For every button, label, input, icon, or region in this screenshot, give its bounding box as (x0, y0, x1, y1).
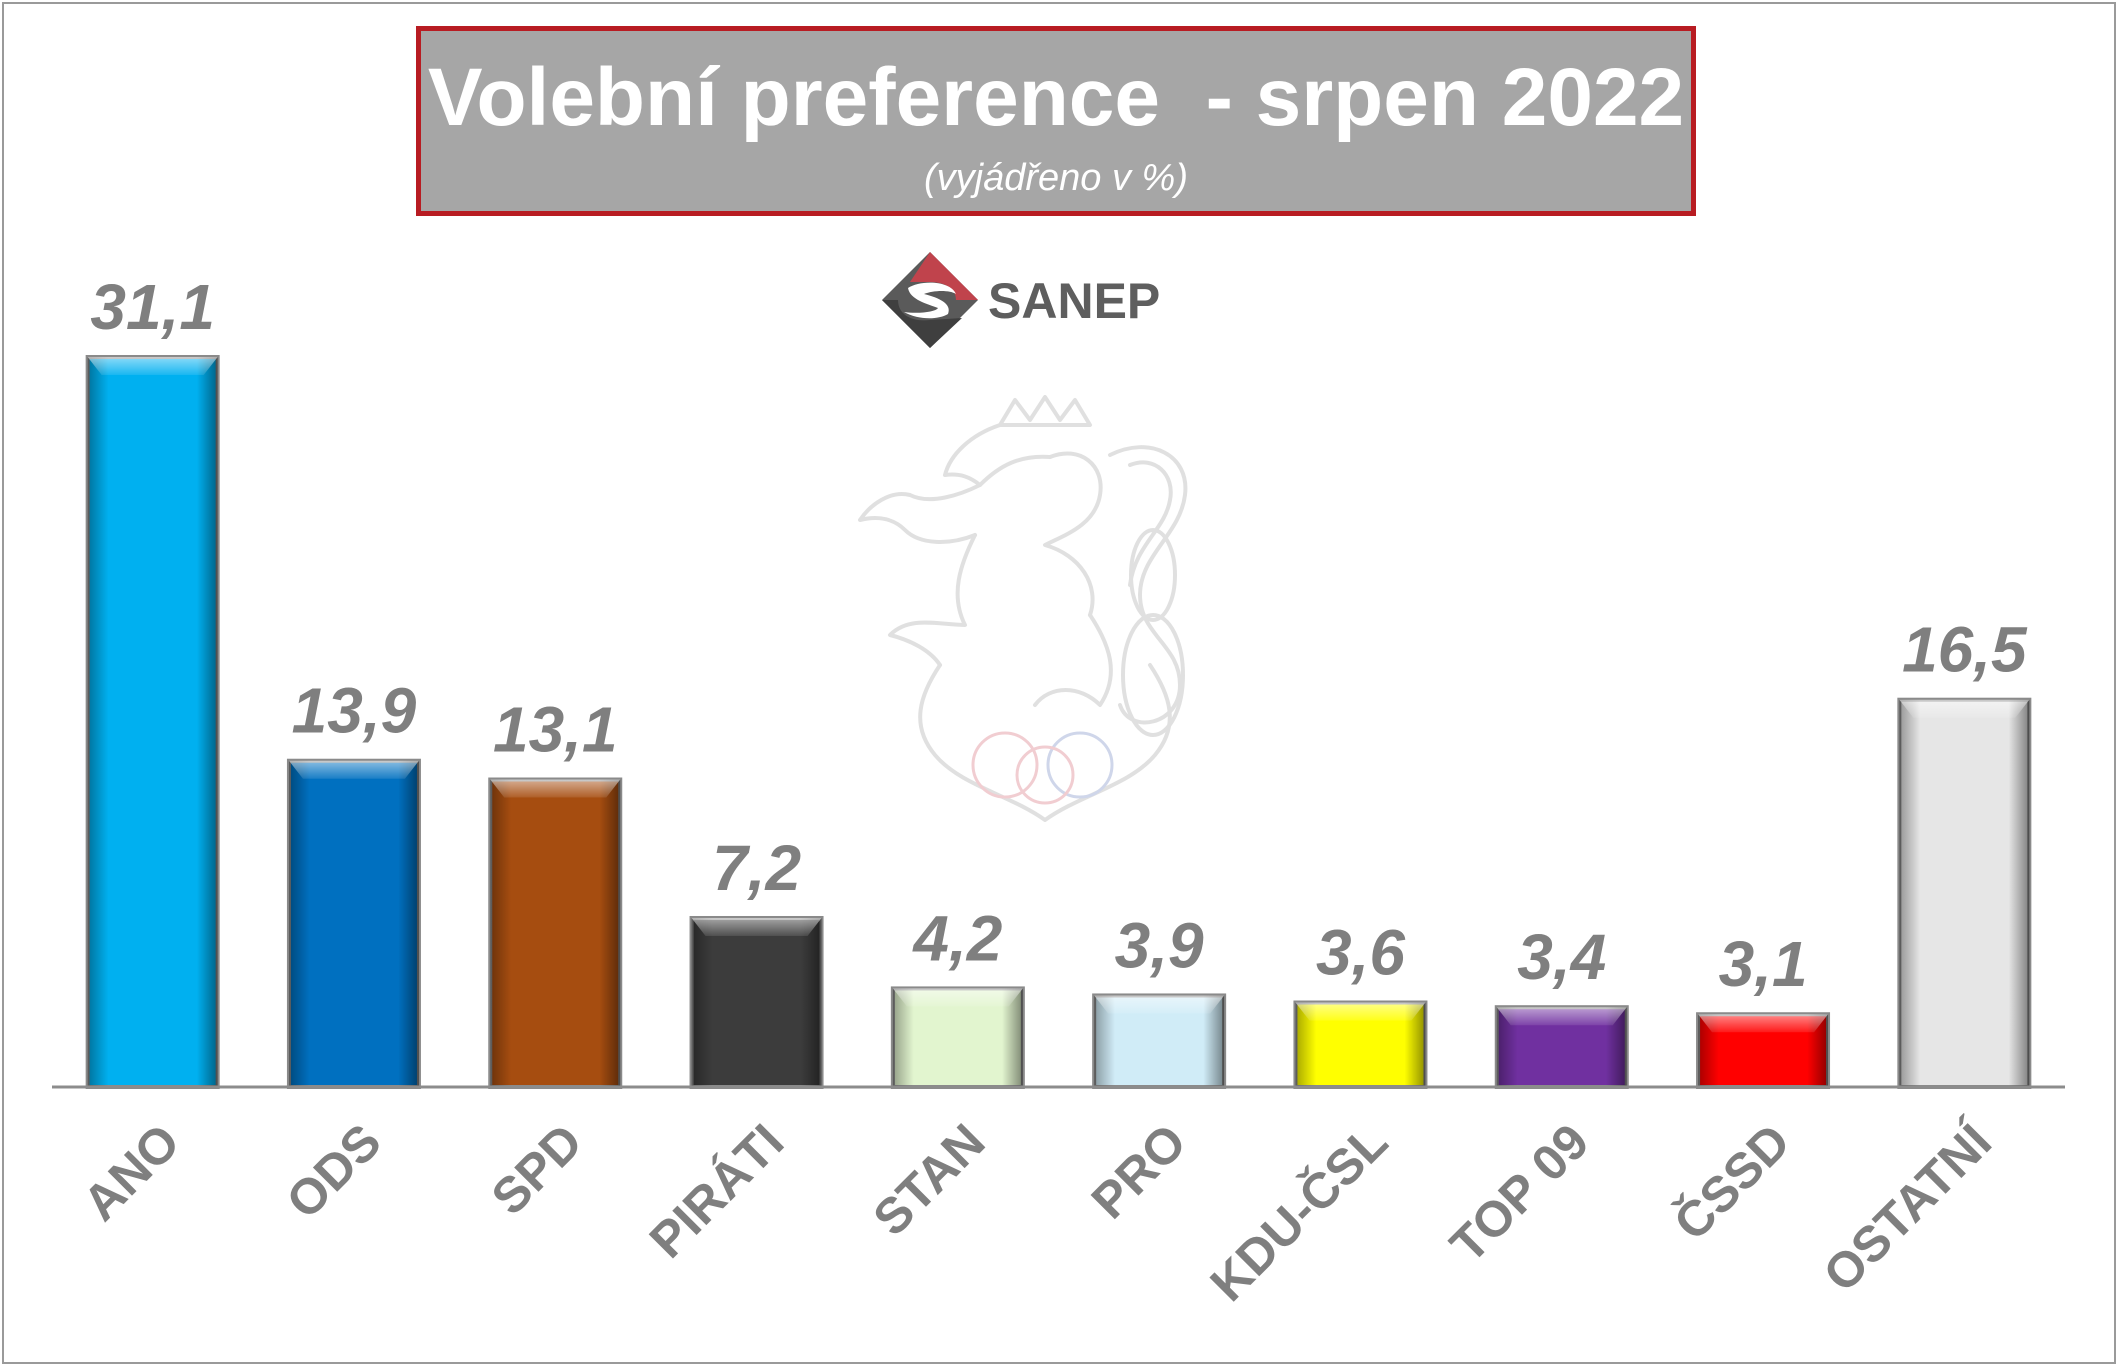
bar-ano (85, 355, 220, 1089)
bar-spd (488, 777, 623, 1090)
bar-top-09 (1494, 1005, 1629, 1090)
bar-top-bevel (1295, 1002, 1426, 1021)
data-label: 13,9 (292, 675, 417, 747)
bar-čssd (1696, 1012, 1831, 1090)
data-label: 16,5 (1902, 614, 2028, 686)
x-tick-label: TOP 09 (1439, 1113, 1599, 1273)
x-tick-label: PIRÁTI (639, 1113, 794, 1268)
bar-side-shade (87, 357, 218, 1087)
bar-side-shade (1899, 699, 2030, 1087)
data-label: 13,1 (493, 694, 618, 766)
bar-kdu-čsl (1293, 1000, 1428, 1090)
x-tick-label: ODS (276, 1113, 392, 1229)
sanep-diamond-icon (882, 252, 978, 348)
data-label: 3,1 (1719, 928, 1808, 1000)
czech-lion-emblem-icon (858, 395, 1188, 822)
x-tick-label: ČSSD (1662, 1112, 1801, 1251)
bar-top-bevel (288, 760, 419, 779)
chart-title: Volební preference - srpen 2022 (427, 52, 1685, 143)
data-label: 3,6 (1316, 916, 1405, 988)
sanep-logo: SANEP (882, 252, 1160, 348)
bar-top-bevel (1698, 1014, 1829, 1033)
data-label: 4,2 (911, 902, 1002, 974)
sanep-logo-text: SANEP (988, 273, 1160, 329)
data-label: 3,4 (1517, 921, 1606, 993)
x-tick-label: SPD (481, 1113, 593, 1225)
bar-top-bevel (490, 779, 621, 798)
bar-top-bevel (1496, 1007, 1627, 1026)
bar-side-shade (490, 779, 621, 1087)
data-label: 7,2 (712, 832, 801, 904)
data-label: 31,1 (90, 271, 215, 343)
bar-top-bevel (87, 357, 218, 375)
bar-ostatní (1897, 697, 2032, 1090)
bar-top-bevel (1899, 699, 2030, 718)
x-tick-label: STAN (862, 1113, 995, 1246)
chart-subtitle: (vyjádřeno v %) (924, 157, 1188, 199)
bar-pro (1092, 993, 1227, 1090)
bar-side-shade (288, 760, 419, 1087)
x-tick-label: ANO (72, 1113, 190, 1231)
title-box: Volební preference - srpen 2022 (vyjádře… (416, 26, 1696, 216)
bar-side-shade (691, 917, 822, 1087)
bar-top-bevel (892, 988, 1023, 1007)
bar-top-bevel (691, 917, 822, 936)
x-tick-label: KDU-ČSL (1199, 1112, 1398, 1311)
bar-ods (286, 758, 421, 1090)
bar-stan (890, 986, 1025, 1090)
bar-piráti (689, 915, 824, 1089)
bar-top-bevel (1094, 995, 1225, 1014)
x-tick-label: PRO (1081, 1113, 1197, 1229)
data-label: 3,9 (1115, 909, 1204, 981)
x-tick-label: OSTATNÍ (1813, 1112, 2003, 1302)
